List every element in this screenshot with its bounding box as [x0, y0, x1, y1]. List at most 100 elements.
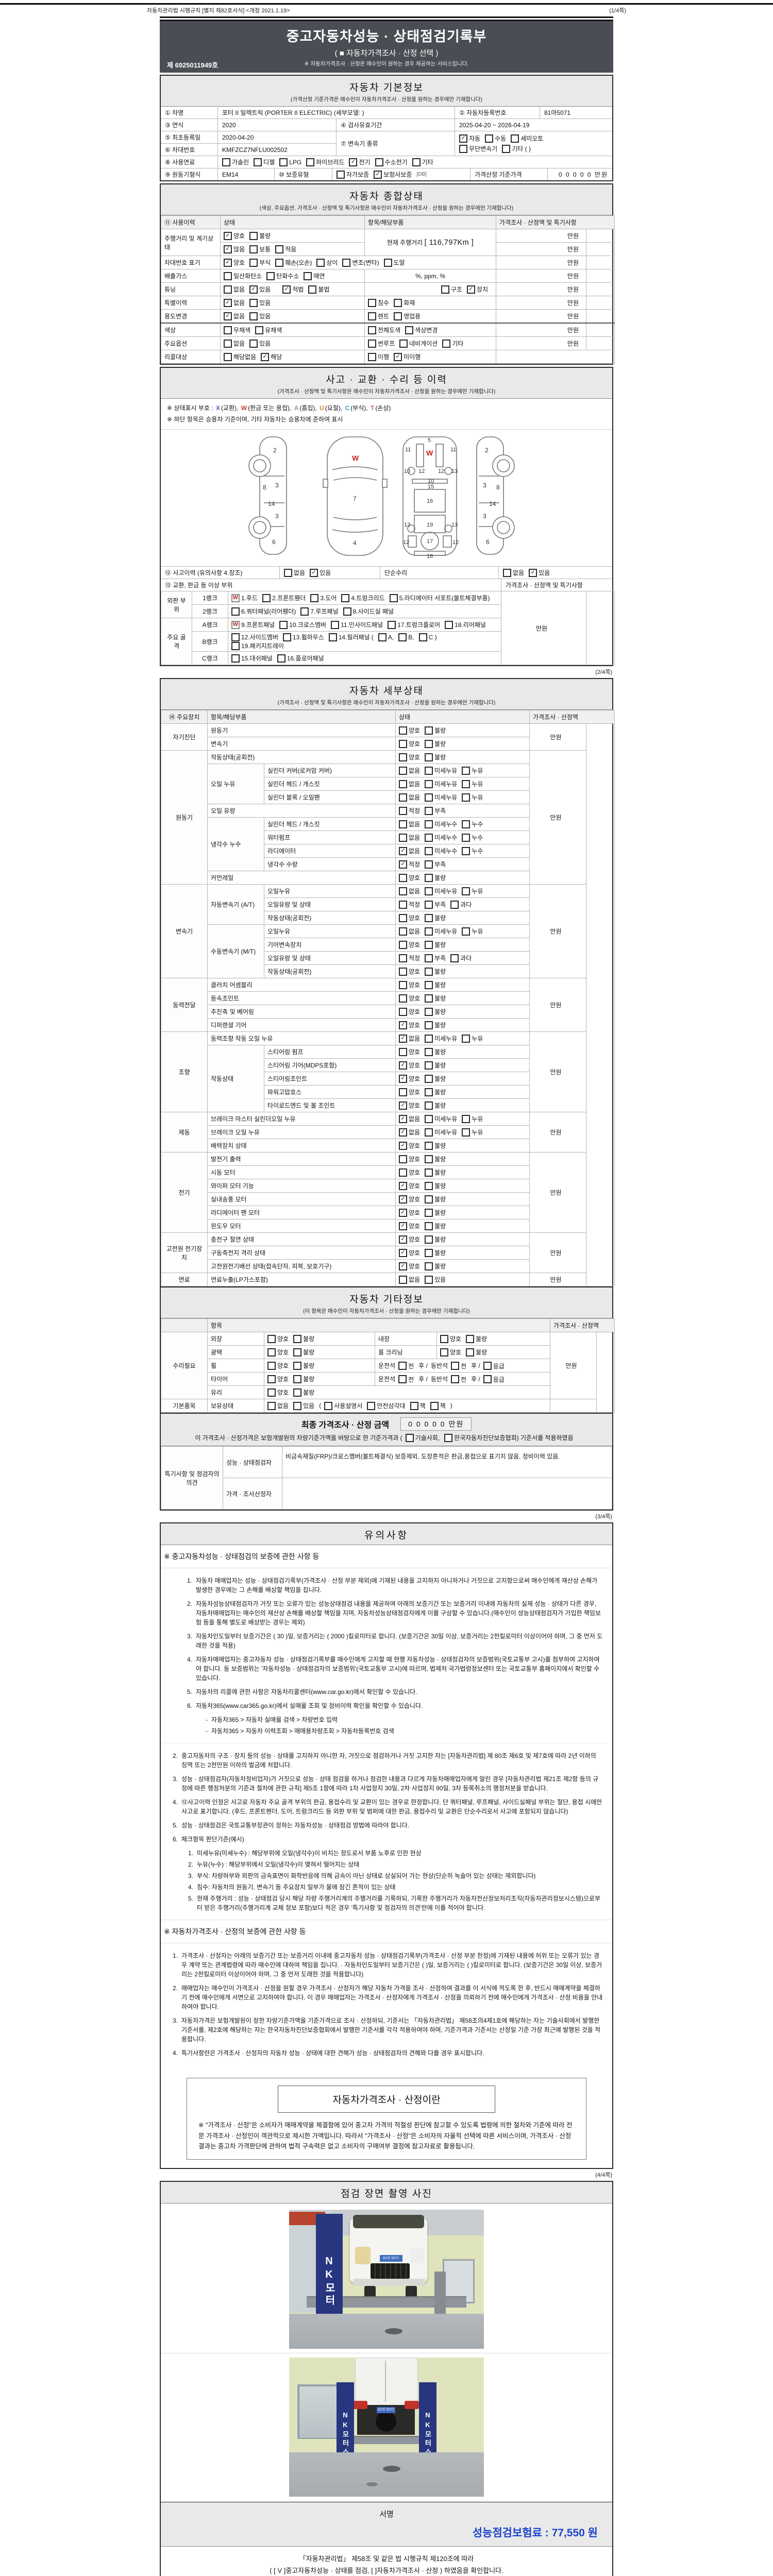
checkbox-16.플로어패널[interactable]: 16.플로어패널	[277, 654, 324, 663]
checkbox-불량[interactable]: 불량	[425, 1208, 446, 1217]
checkbox-전[interactable]: 전	[451, 1375, 466, 1384]
checkbox-불량[interactable]: 불량	[425, 940, 446, 949]
checkbox-있음[interactable]: 있음	[249, 312, 271, 320]
checkbox-미세누수[interactable]: 미세누수	[425, 846, 457, 855]
checkbox-하이브리드[interactable]: 하이브리드	[306, 158, 344, 166]
checkbox-누수[interactable]: 누수	[462, 833, 483, 842]
checkbox-적정[interactable]: ✓ 적정	[399, 860, 420, 869]
checkbox-10.크로스멤버[interactable]: 10.크로스멤버	[279, 620, 326, 629]
checkbox-미세누유[interactable]: 미세누유	[425, 1034, 457, 1043]
checkbox-누유[interactable]: 누유	[462, 887, 483, 895]
checkbox-누수[interactable]: 누수	[462, 820, 483, 828]
checkbox-구조[interactable]: 구조	[441, 285, 462, 294]
checkbox-불량[interactable]: 불량	[425, 980, 446, 989]
checkbox-과다[interactable]: 과다	[450, 900, 472, 909]
checkbox-불량[interactable]: 불량	[425, 1141, 446, 1150]
checkbox-불량[interactable]: 불량	[425, 1088, 446, 1096]
checkbox-없음[interactable]: 없음	[267, 1401, 289, 1410]
checkbox-없음[interactable]: ✓ 없음	[224, 312, 245, 320]
checkbox-불량[interactable]: 불량	[425, 739, 446, 748]
checkbox-적법[interactable]: ✓ 적법	[282, 285, 304, 294]
checkbox-양호[interactable]: 양호	[399, 1088, 420, 1096]
checkbox-가솔린[interactable]: 가솔린	[222, 158, 249, 166]
checkbox-있음[interactable]: 있음	[249, 339, 271, 348]
checkbox-잭[interactable]: 잭	[410, 1401, 426, 1410]
checkbox-18.리어패널[interactable]: 18.리어패널	[445, 620, 486, 629]
checkbox-있음[interactable]: ✓ 있음	[310, 568, 331, 577]
checkbox-양호[interactable]: 양호	[399, 1155, 420, 1163]
checkbox-불량[interactable]: 불량	[293, 1375, 314, 1383]
checkbox-기술사회,[interactable]: 기술사회,	[405, 1433, 440, 1442]
checkbox-양호[interactable]: ✓ 양호	[399, 1021, 420, 1029]
checkbox-양호[interactable]: 양호	[399, 873, 420, 882]
checkbox-양호[interactable]: ✓ 양호	[399, 1074, 420, 1083]
checkbox-양호[interactable]: 양호	[399, 980, 420, 989]
checkbox-불량[interactable]: 불량	[425, 726, 446, 735]
checkbox-LPG[interactable]: LPG	[279, 158, 301, 166]
checkbox-일산화탄소[interactable]: 일산화탄소	[224, 272, 262, 280]
checkbox-불량[interactable]: 불량	[425, 1101, 446, 1110]
checkbox-불법[interactable]: 불법	[308, 285, 329, 294]
checkbox-3.도어[interactable]: 3.도어	[310, 594, 337, 602]
checkbox-미세누유[interactable]: 미세누유	[425, 779, 457, 788]
checkbox-양호[interactable]: 양호	[267, 1375, 289, 1383]
checkbox-양호[interactable]: ✓ 양호	[399, 1101, 420, 1110]
checkbox-적정[interactable]: 적정	[399, 954, 420, 962]
checkbox-없음[interactable]: 없음	[399, 833, 420, 842]
checkbox-양호[interactable]: ✓ 양호	[399, 1208, 420, 1217]
checkbox-불량[interactable]: 불량	[425, 1074, 446, 1083]
checkbox-양호[interactable]: ✓ 양호	[399, 1262, 420, 1270]
checkbox-없음[interactable]: ✓ 없음	[399, 1114, 420, 1123]
checkbox-매연[interactable]: 매연	[304, 272, 325, 280]
checkbox-14.필러패널 ([interactable]: 14.필러패널 (	[328, 633, 374, 641]
checkbox-5.라디에이터 서포트(볼트체결부품)[interactable]: 5.라디에이터 서포트(볼트체결부품)	[389, 594, 490, 602]
checkbox-양호[interactable]: 양호	[399, 1047, 420, 1056]
checkbox-없음[interactable]: ✓ 없음	[399, 846, 420, 855]
checkbox-없음[interactable]: 없음	[399, 766, 420, 775]
checkbox-없음[interactable]: 없음	[399, 887, 420, 895]
checkbox-영업용[interactable]: 영업용	[394, 312, 421, 320]
checkbox-훼손(오손)[interactable]: 훼손(오손)	[275, 258, 312, 267]
checkbox-양호[interactable]: 양호	[267, 1348, 289, 1357]
checkbox-7.루프패널[interactable]: 7.루프패널	[300, 607, 339, 616]
checkbox-있음[interactable]: ✓ 있음	[529, 568, 550, 577]
checkbox-보험사보증[interactable]: ✓ 보험사보증	[374, 170, 412, 179]
checkbox-4.트렁크리드[interactable]: 4.트렁크리드	[341, 594, 385, 602]
checkbox-없음[interactable]: 없음	[224, 285, 245, 294]
checkbox-없음[interactable]: ✓ 없음	[224, 298, 245, 307]
checkbox-없음[interactable]: 없음	[399, 820, 420, 828]
checkbox-불량[interactable]: 불량	[425, 1262, 446, 1270]
checkbox-기타[interactable]: 기타	[412, 158, 433, 166]
checkbox-썬루프[interactable]: 썬루프	[368, 339, 395, 348]
checkbox-도말[interactable]: 도말	[383, 258, 405, 267]
checkbox-양호[interactable]: ✓ 양호	[399, 1141, 420, 1150]
checkbox-불량[interactable]: 불량	[293, 1348, 314, 1357]
checkbox-양호[interactable]: ✓ 양호	[399, 1222, 420, 1230]
checkbox-양호[interactable]: 양호	[399, 1007, 420, 1016]
checkbox-기타[interactable]: 기타	[442, 339, 463, 348]
checkbox-전체도색[interactable]: 전체도색	[368, 326, 400, 334]
checkbox-양호[interactable]: 양호	[399, 1168, 420, 1177]
checkbox-미세누유[interactable]: 미세누유	[425, 766, 457, 775]
checkbox-없음[interactable]: ✓ 없음	[399, 1034, 420, 1043]
checkbox-수동[interactable]: 수동	[485, 134, 506, 143]
checkbox-응급[interactable]: 응급	[483, 1362, 505, 1370]
checkbox-양호[interactable]: ✓ 양호	[399, 1248, 420, 1257]
checkbox-응급[interactable]: 응급	[483, 1375, 505, 1384]
checkbox-불량[interactable]: 불량	[425, 913, 446, 922]
checkbox-미세누유[interactable]: 미세누유	[425, 887, 457, 895]
checkbox-양호[interactable]: 양호	[399, 753, 420, 761]
checkbox-기타 ( )[interactable]: 기타 ( )	[502, 144, 531, 153]
checkbox-적정[interactable]: 적정	[399, 900, 420, 909]
checkbox-13.휠하우스[interactable]: 13.휠하우스	[282, 633, 324, 641]
checkbox-해당없음[interactable]: 해당없음	[224, 352, 256, 361]
checkbox-불량[interactable]: 불량	[425, 1155, 446, 1163]
checkbox-양호[interactable]: 양호	[399, 940, 420, 949]
checkbox-적정[interactable]: 적정	[399, 806, 420, 815]
checkbox-없음[interactable]: 없음	[399, 793, 420, 802]
checkbox-불량[interactable]: 불량	[425, 1021, 446, 1029]
checkbox-양호[interactable]: ✓ 양호	[399, 1235, 420, 1244]
checkbox-수소전기[interactable]: 수소전기	[375, 158, 408, 166]
checkbox-화재[interactable]: 화재	[394, 298, 415, 307]
checkbox-C )[interactable]: C )	[418, 633, 437, 641]
